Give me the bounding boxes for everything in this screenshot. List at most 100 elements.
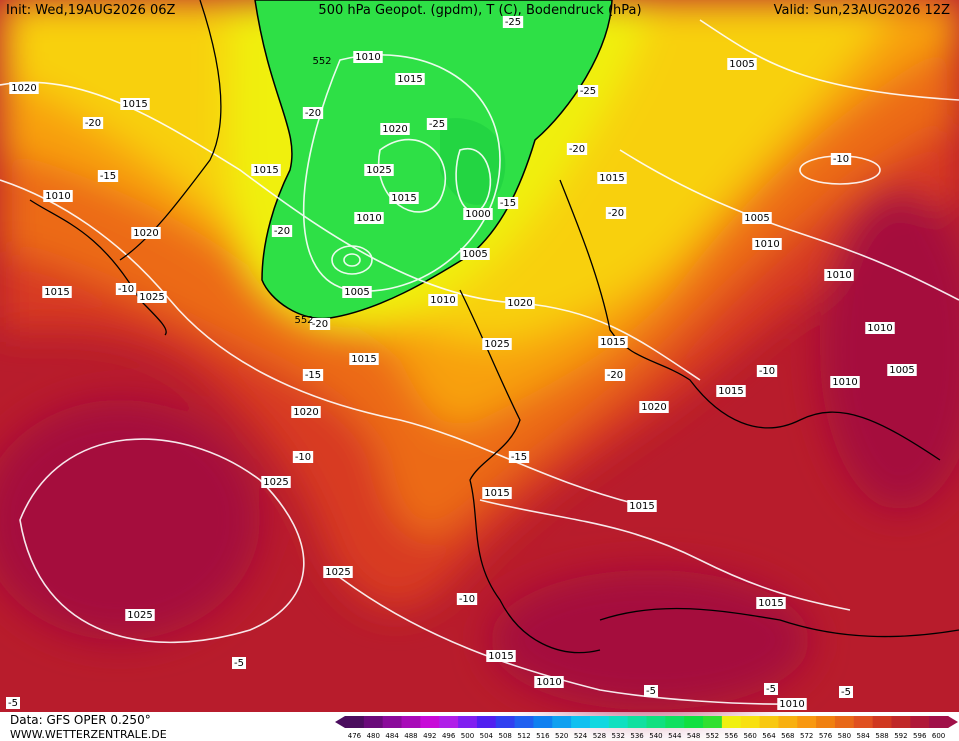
isobar-label: 1010 bbox=[832, 377, 857, 388]
scale-label: 544 bbox=[668, 732, 682, 740]
isobar-label-box bbox=[251, 164, 281, 176]
temperature-label-box bbox=[604, 369, 626, 381]
temperature-label-box bbox=[97, 170, 119, 182]
isobar-label: 1010 bbox=[754, 239, 779, 250]
scale-label: 564 bbox=[762, 732, 776, 740]
temperature-label: -10 bbox=[118, 284, 134, 295]
isobar-label: 1010 bbox=[356, 213, 381, 224]
scale-swatch bbox=[646, 716, 666, 728]
scale-swatch bbox=[740, 716, 761, 728]
temperature-label: -15 bbox=[100, 171, 116, 182]
isobar-label: 1020 bbox=[11, 83, 36, 94]
isobar-label-box bbox=[482, 338, 512, 350]
scale-label: 572 bbox=[800, 732, 813, 740]
isobar-label-box bbox=[534, 676, 564, 688]
scale-label: 568 bbox=[781, 732, 794, 740]
isobar-label: 1020 bbox=[293, 407, 318, 418]
site: WWW.WETTERZENTRALE.DE bbox=[10, 728, 167, 741]
scale-label: 516 bbox=[536, 732, 550, 740]
isobar-label-box bbox=[137, 291, 167, 303]
isobar-label: 1010 bbox=[867, 323, 892, 334]
isobar-label: 1015 bbox=[629, 501, 654, 512]
temperature-label-box bbox=[271, 225, 293, 237]
temperature-label-box bbox=[82, 117, 104, 129]
temperature-label: -15 bbox=[305, 370, 321, 381]
isobar-label: 1025 bbox=[484, 339, 509, 350]
isobar-label: 1015 bbox=[253, 165, 278, 176]
isobar-label: 1015 bbox=[599, 173, 624, 184]
temperature-label: -25 bbox=[429, 119, 445, 130]
isobar-label: 1015 bbox=[758, 598, 783, 609]
temperature-label-box bbox=[577, 85, 599, 97]
temperature-label: -20 bbox=[274, 226, 290, 237]
isobar-label-box bbox=[865, 322, 895, 334]
scale-swatch bbox=[684, 716, 704, 728]
isobar-label-box bbox=[742, 212, 772, 224]
isobar-label-box bbox=[597, 172, 627, 184]
scale-label: 532 bbox=[612, 732, 625, 740]
scale-swatch bbox=[910, 716, 930, 728]
scale-swatch bbox=[552, 716, 572, 728]
scale-label: 596 bbox=[913, 732, 927, 740]
isobar-label: 1000 bbox=[465, 209, 490, 220]
scale-swatch bbox=[514, 716, 534, 728]
temperature-label: -15 bbox=[511, 452, 527, 463]
isobar-label: 1015 bbox=[397, 74, 422, 85]
init-time: Init: Wed,19AUG2026 06Z bbox=[6, 3, 176, 18]
scale-arrow-right bbox=[948, 716, 958, 728]
isobar-label-box bbox=[463, 208, 493, 220]
temperature-label-box bbox=[302, 369, 324, 381]
isobar-label-box bbox=[261, 476, 291, 488]
isobar-label: 1025 bbox=[139, 292, 164, 303]
temperature-label: -5 bbox=[766, 684, 776, 695]
isobar-label-box bbox=[342, 286, 372, 298]
isobar-label: 1005 bbox=[889, 365, 914, 376]
temperature-label-box bbox=[764, 683, 778, 695]
temperature-label-box bbox=[309, 318, 331, 330]
scale-label: 508 bbox=[498, 732, 511, 740]
scale-label: 528 bbox=[593, 732, 606, 740]
isobar-label-box bbox=[395, 73, 425, 85]
isobar-label: 1020 bbox=[133, 228, 158, 239]
isobar-label-box bbox=[639, 401, 669, 413]
temperature-label: -25 bbox=[505, 17, 521, 28]
scale-label: 588 bbox=[875, 732, 888, 740]
isobar-label-box bbox=[756, 597, 786, 609]
isobar-label-box bbox=[777, 698, 807, 710]
isobar-label: 1015 bbox=[488, 651, 513, 662]
isobar-label: 1010 bbox=[826, 270, 851, 281]
isobar-label-box bbox=[727, 58, 757, 70]
scale-label: 556 bbox=[725, 732, 739, 740]
temperature-label: -20 bbox=[312, 319, 328, 330]
scale-swatch bbox=[495, 716, 516, 728]
isobar-label-box bbox=[120, 98, 150, 110]
temperature-label: -5 bbox=[234, 658, 244, 669]
isobar-label-box bbox=[627, 500, 657, 512]
scale-swatch bbox=[345, 716, 365, 728]
map-title: 500 hPa Geopot. (gpdm), T (C), Bodendruc… bbox=[318, 3, 641, 18]
isobar-label: 1025 bbox=[366, 165, 391, 176]
scale-arrow-left bbox=[335, 716, 345, 728]
isobar-label: 1020 bbox=[641, 402, 666, 413]
isobar-label: 1005 bbox=[744, 213, 769, 224]
scale-swatch bbox=[665, 716, 685, 728]
scale-label: 500 bbox=[461, 732, 474, 740]
isobar-label: 1015 bbox=[351, 354, 376, 365]
isobar-label-box bbox=[9, 82, 39, 94]
temperature-label: -10 bbox=[295, 452, 311, 463]
isobar-label-box bbox=[43, 190, 73, 202]
isobar-label-box bbox=[505, 297, 535, 309]
scale-swatch bbox=[721, 716, 742, 728]
scale-label: 484 bbox=[385, 732, 399, 740]
isobar-label-box bbox=[349, 353, 379, 365]
scale-swatch bbox=[420, 716, 440, 728]
scale-label: 584 bbox=[857, 732, 871, 740]
temperature-label: -20 bbox=[607, 370, 623, 381]
isobar-label: 1005 bbox=[729, 59, 754, 70]
temperature-label-box bbox=[6, 697, 20, 709]
scale-label: 548 bbox=[687, 732, 700, 740]
geopotential-label: 552 bbox=[312, 56, 331, 67]
isobar-label-box bbox=[428, 294, 458, 306]
scale-swatch bbox=[816, 716, 836, 728]
